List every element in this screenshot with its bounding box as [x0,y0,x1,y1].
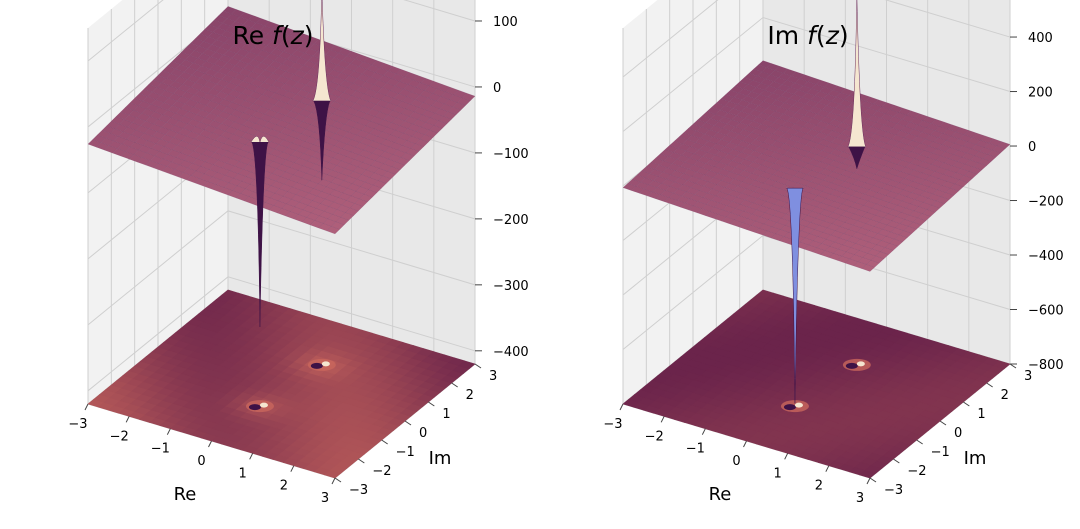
z-tick-label: −200 [493,213,529,228]
y-tick-label: −3 [349,483,368,498]
x-tick-mark [784,453,789,460]
y-tick-mark [451,382,458,388]
y-tick-label: −1 [931,445,950,460]
y-axis-label: Im [964,448,987,469]
floor-pole-light [259,402,268,408]
x-tick-label: −1 [686,442,705,457]
floor-pole-dark [310,362,323,369]
y-tick-mark [916,439,923,445]
y-tick-label: −2 [372,464,391,479]
x-axis-label: Re [709,484,732,505]
y-tick-mark [986,382,993,388]
z-tick-label: −400 [1028,249,1064,264]
x-tick-label: −2 [645,429,664,444]
z-tick-label: 0 [1028,140,1036,155]
x-tick-label: 1 [239,466,247,481]
x-tick-mark [743,440,747,448]
x-tick-label: 0 [732,454,740,469]
title-prefix: Im [767,21,807,50]
z-tick-label: −100 [493,147,529,162]
title-paren-close: ) [839,21,849,50]
floor-pole-light [856,361,865,367]
z-tick-label: 200 [1028,86,1053,101]
z-tick-label: 100 [493,15,518,30]
floor-pole-dark [845,362,858,369]
x-tick-label: 2 [280,479,288,494]
x-tick-label: −3 [68,417,87,432]
y-tick-mark [428,401,435,407]
x-tick-label: 1 [774,466,782,481]
y-tick-label: 0 [954,426,962,441]
x-tick-mark [125,416,130,423]
title-paren-open: ( [816,21,826,50]
z-tick-label: −800 [1028,358,1064,373]
y-tick-label: −1 [396,445,415,460]
y-tick-label: −3 [884,483,903,498]
z-tick-label: −300 [493,279,529,294]
x-axis-label: Re [174,484,197,505]
y-tick-label: 3 [489,369,497,384]
x-tick-label: 2 [815,479,823,494]
y-tick-mark [1009,363,1017,369]
gridline-z [87,0,476,62]
y-tick-label: 2 [466,388,474,403]
x-tick-mark [660,416,665,423]
x-tick-mark [701,428,706,435]
z-tick-label: −600 [1028,304,1064,319]
gridline-z [87,276,476,392]
x-tick-mark [825,465,830,472]
floor-pole-light [321,361,330,367]
y-tick-mark [334,477,342,483]
x-tick-label: −1 [151,442,170,457]
x-tick-mark [619,403,624,411]
x-tick-label: 0 [197,454,205,469]
y-tick-mark [358,458,365,464]
chart-title: Im f(z) [767,21,848,50]
z-tick-label: 0 [493,81,501,96]
title-arg: z [825,21,840,50]
y-tick-mark [404,420,412,426]
floor-pole-light [794,402,803,408]
z-tick-label: 400 [1028,31,1053,46]
chart-title: Re f(z) [232,21,313,50]
x-tick-mark [166,428,171,435]
floor-pole-dark [248,404,261,411]
floor-pole-dark [783,404,796,411]
title-paren-close: ) [304,21,314,50]
y-tick-label: 1 [442,407,450,422]
y-tick-label: 1 [977,407,985,422]
x-tick-mark [249,453,254,460]
x-tick-label: 3 [856,491,864,506]
panel-im: −3−2−10123−3−2−101234002000−200−400−600−… [603,0,1064,506]
y-tick-label: −2 [907,464,926,479]
x-tick-label: 3 [321,491,329,506]
x-tick-mark [290,465,295,472]
y-tick-mark [893,458,900,464]
contour-floor [87,289,476,479]
x-tick-mark [84,403,89,411]
x-tick-label: −2 [110,429,129,444]
y-axis-label: Im [429,448,452,469]
x-tick-mark [331,477,336,485]
x-tick-mark [866,477,871,485]
y-tick-mark [381,439,388,445]
y-tick-label: 2 [1001,388,1009,403]
y-tick-mark [939,420,947,426]
y-tick-mark [474,363,482,369]
panel-re: −3−2−10123−3−2−101231000−100−200−300−400… [68,0,529,506]
title-paren-open: ( [281,21,291,50]
x-tick-label: −3 [603,417,622,432]
y-tick-mark [869,477,877,483]
z-tick-label: −200 [1028,195,1064,210]
title-prefix: Re [232,21,272,50]
title-arg: z [290,21,305,50]
gridline-z [87,210,476,326]
z-tick-label: −400 [493,345,529,360]
x-tick-mark [208,440,212,448]
y-tick-label: 0 [419,426,427,441]
y-tick-mark [963,401,970,407]
